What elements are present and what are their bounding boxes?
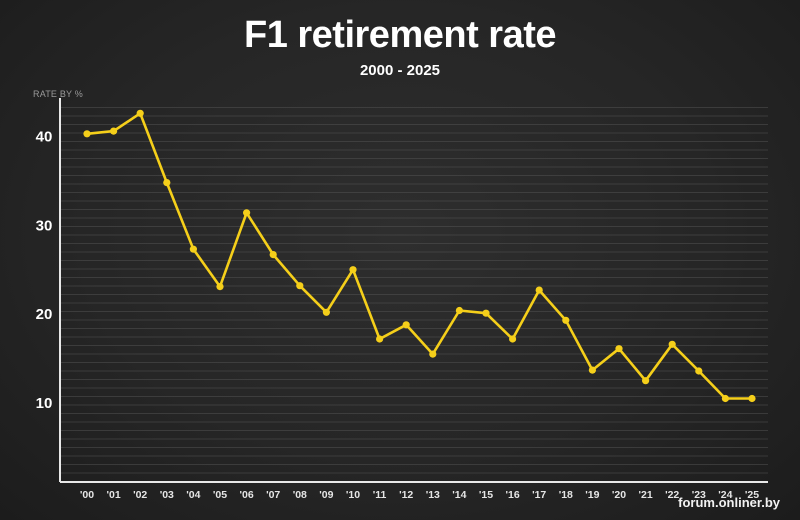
data-point (83, 130, 91, 138)
series-retirement-rate (83, 109, 756, 403)
data-point (216, 283, 224, 291)
x-tick-label: '03 (160, 489, 174, 501)
chart-subtitle: 2000 - 2025 (359, 62, 441, 79)
x-tick-label: '19 (585, 489, 599, 501)
x-tick-label: '01 (107, 489, 121, 501)
x-tick-label: '13 (426, 489, 440, 501)
x-tick-labels: '00 '01 '02 '03 '04 '05 '06 '07 '08 '09 '10 '11 '12 '… (80, 489, 759, 501)
x-tick-label: '06 (240, 489, 254, 501)
chart-title: F1 retirement rate (243, 14, 557, 56)
data-point (269, 251, 277, 259)
x-tick-label: '10 (346, 489, 360, 501)
x-tick-label: '17 (532, 489, 546, 501)
x-tick-label: '15 (479, 489, 493, 501)
series-line (85, 112, 754, 400)
x-tick-label: '02 (133, 489, 147, 501)
x-tick-label: '04 (186, 489, 200, 501)
x-tick-label: '09 (319, 489, 333, 501)
data-point (642, 377, 650, 385)
data-point (455, 306, 463, 315)
x-tick-label: '21 (639, 489, 653, 501)
data-point (243, 209, 251, 217)
data-point (163, 179, 171, 187)
data-point (322, 308, 330, 316)
x-tick-label: '18 (559, 489, 573, 501)
data-point (695, 367, 703, 375)
y-tick-label: 40 (36, 129, 53, 146)
x-tick-label: '08 (293, 489, 307, 501)
data-point (349, 266, 357, 274)
data-point (189, 245, 197, 253)
data-point (296, 282, 304, 290)
data-point (136, 109, 144, 117)
x-tick-label: '23 (692, 489, 706, 501)
x-tick-label: '24 (718, 489, 732, 501)
y-tick-label: 10 (36, 395, 53, 412)
y-tick-labels: 10 20 30 40 (36, 129, 53, 413)
data-point (668, 340, 676, 348)
x-tick-label: '16 (506, 489, 520, 501)
y-axis-label: RATE BY % (33, 89, 83, 99)
watermark: forum.onliner.by (678, 495, 780, 510)
x-tick-label: '14 (452, 489, 466, 501)
data-point (482, 309, 490, 317)
axes (59, 98, 768, 483)
data-point (535, 286, 543, 294)
x-tick-label: '11 (373, 489, 387, 501)
data-point (721, 394, 730, 403)
x-tick-label: '07 (266, 489, 280, 501)
x-tick-label: '25 (745, 489, 759, 501)
data-point (402, 321, 410, 329)
data-point (588, 366, 597, 374)
x-tick-label: '22 (665, 489, 679, 501)
data-point (615, 345, 623, 353)
data-point (748, 394, 756, 403)
data-point (562, 316, 570, 324)
data-point (429, 350, 437, 358)
x-tick-label: '00 (80, 489, 94, 501)
data-point (508, 335, 517, 343)
y-tick-label: 30 (36, 217, 53, 234)
x-tick-label: '20 (612, 489, 626, 501)
data-point (110, 127, 118, 135)
y-tick-label: 20 (36, 306, 53, 323)
grid-lines (60, 107, 768, 474)
x-tick-label: '12 (399, 489, 413, 501)
data-point (376, 335, 384, 343)
x-tick-label: '05 (213, 489, 227, 501)
